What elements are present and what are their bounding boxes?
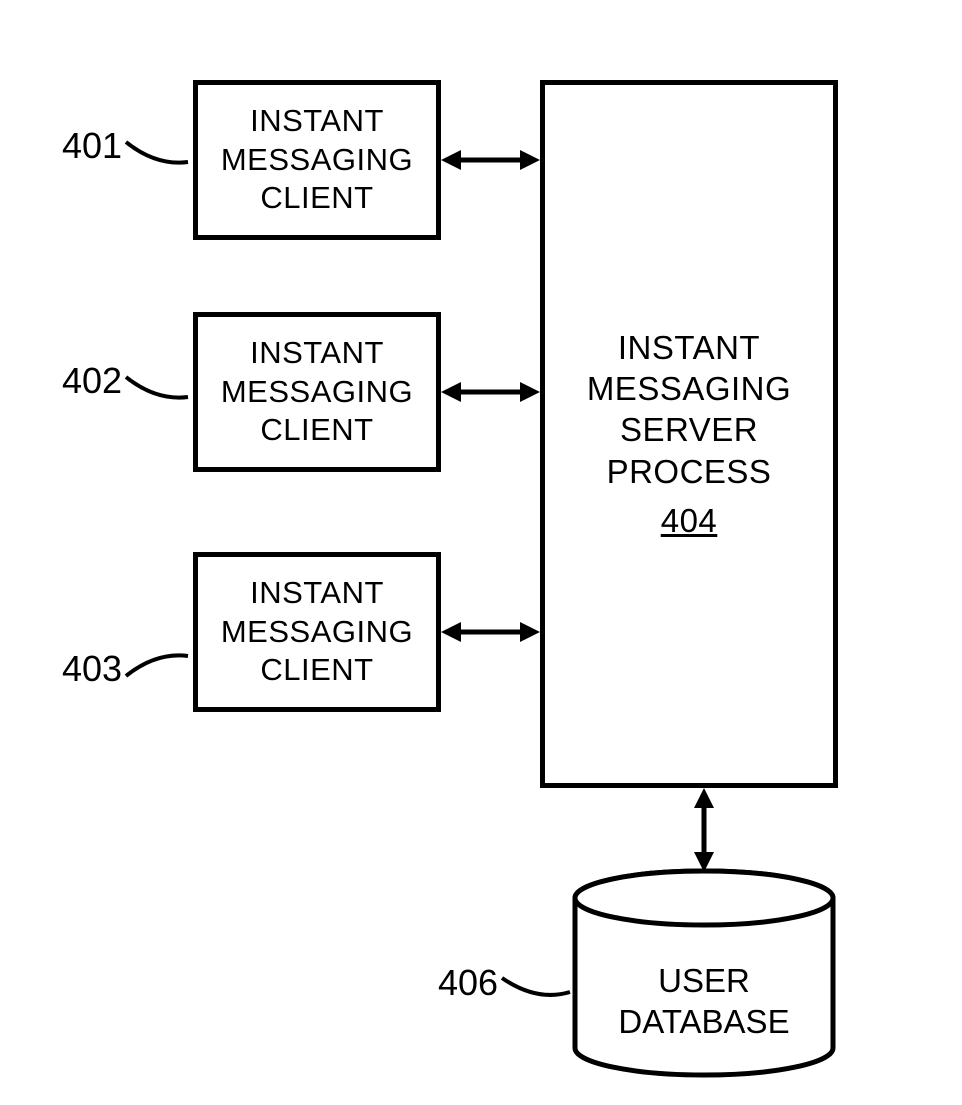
client2-line1: INSTANT — [250, 334, 384, 373]
client1-line1: INSTANT — [250, 102, 384, 141]
client-box-3: INSTANT MESSAGING CLIENT — [193, 552, 441, 712]
db-line1: USER — [572, 960, 836, 1001]
client1-line3: CLIENT — [260, 179, 373, 218]
leader-403 — [126, 650, 193, 686]
ref-401: 401 — [62, 125, 122, 167]
client3-line2: MESSAGING — [221, 613, 413, 652]
arrow-client2-server — [441, 380, 540, 404]
leader-401 — [126, 132, 193, 168]
client1-line2: MESSAGING — [221, 141, 413, 180]
arrow-client3-server — [441, 620, 540, 644]
ref-402: 402 — [62, 360, 122, 402]
server-line2: MESSAGING — [587, 368, 791, 409]
db-line2: DATABASE — [572, 1001, 836, 1042]
ref-403: 403 — [62, 648, 122, 690]
server-box: INSTANT MESSAGING SERVER PROCESS 404 — [540, 80, 838, 788]
client-box-1: INSTANT MESSAGING CLIENT — [193, 80, 441, 240]
ref-406: 406 — [438, 962, 498, 1004]
database-text: USER DATABASE — [572, 960, 836, 1043]
server-line3: SERVER — [620, 409, 758, 450]
leader-406 — [502, 964, 574, 1004]
client3-line1: INSTANT — [250, 574, 384, 613]
client3-line3: CLIENT — [260, 651, 373, 690]
client2-line2: MESSAGING — [221, 373, 413, 412]
arrow-server-database — [692, 788, 716, 872]
leader-402 — [126, 367, 193, 403]
server-ref: 404 — [661, 500, 718, 541]
architecture-diagram: INSTANT MESSAGING CLIENT 401 INSTANT MES… — [0, 0, 962, 1105]
client-box-2: INSTANT MESSAGING CLIENT — [193, 312, 441, 472]
arrow-client1-server — [441, 148, 540, 172]
client2-line3: CLIENT — [260, 411, 373, 450]
server-line1: INSTANT — [618, 327, 760, 368]
database-cylinder: USER DATABASE — [572, 868, 836, 1078]
server-line4: PROCESS — [607, 451, 772, 492]
